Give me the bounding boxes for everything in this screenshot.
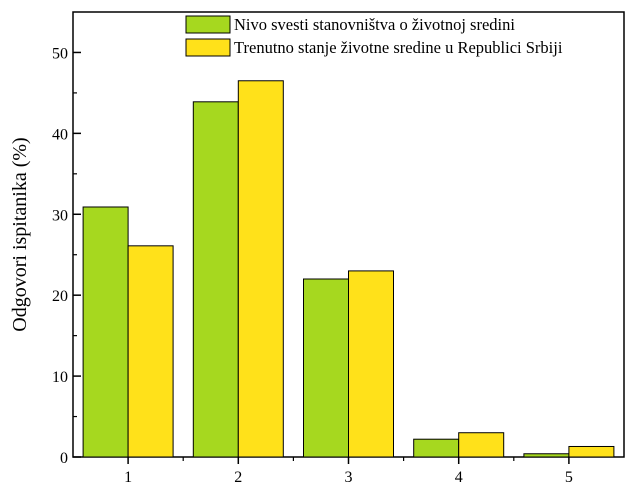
bars-layer: [82, 80, 615, 458]
y-tick-label: 10: [52, 369, 68, 386]
bar-series1-cat3: [303, 278, 349, 458]
legend-swatch-series1: [185, 15, 231, 34]
y-axis-title: Odgovori ispitanika (%): [9, 137, 31, 331]
y-tick-label: 0: [60, 450, 68, 467]
x-tick-label: 4: [455, 469, 463, 486]
y-tick-label: 40: [52, 126, 68, 143]
bar-series1-cat2: [192, 101, 239, 458]
ticks-layer: 0 10 20 30 40 50 1 2 3 4 5: [52, 45, 573, 486]
bar-series2-cat1: [127, 245, 174, 458]
bar-series2-cat2: [237, 80, 284, 458]
legend-label-series1: Nivo svesti stanovništva o životnoj sred…: [234, 15, 515, 34]
legend: Nivo svesti stanovništva o životnoj sred…: [185, 15, 563, 57]
x-tick-label: 1: [124, 469, 132, 486]
y-tick-label: 20: [52, 288, 68, 305]
x-tick-label: 3: [345, 469, 353, 486]
bar-series1-cat5: [523, 453, 570, 458]
bar-series2-cat5: [568, 445, 615, 458]
bar-series1-cat4: [413, 438, 460, 458]
bar-series2-cat4: [458, 432, 505, 458]
legend-label-series2: Trenutno stanje životne sredine u Republ…: [234, 38, 563, 57]
legend-swatch-series2: [185, 38, 231, 57]
bar-series1-cat1: [82, 206, 129, 458]
x-tick-label: 2: [234, 469, 242, 486]
y-tick-label: 30: [52, 207, 68, 224]
bar-series2-cat3: [348, 270, 394, 458]
y-tick-label: 50: [52, 45, 68, 62]
x-tick-label: 5: [565, 469, 573, 486]
